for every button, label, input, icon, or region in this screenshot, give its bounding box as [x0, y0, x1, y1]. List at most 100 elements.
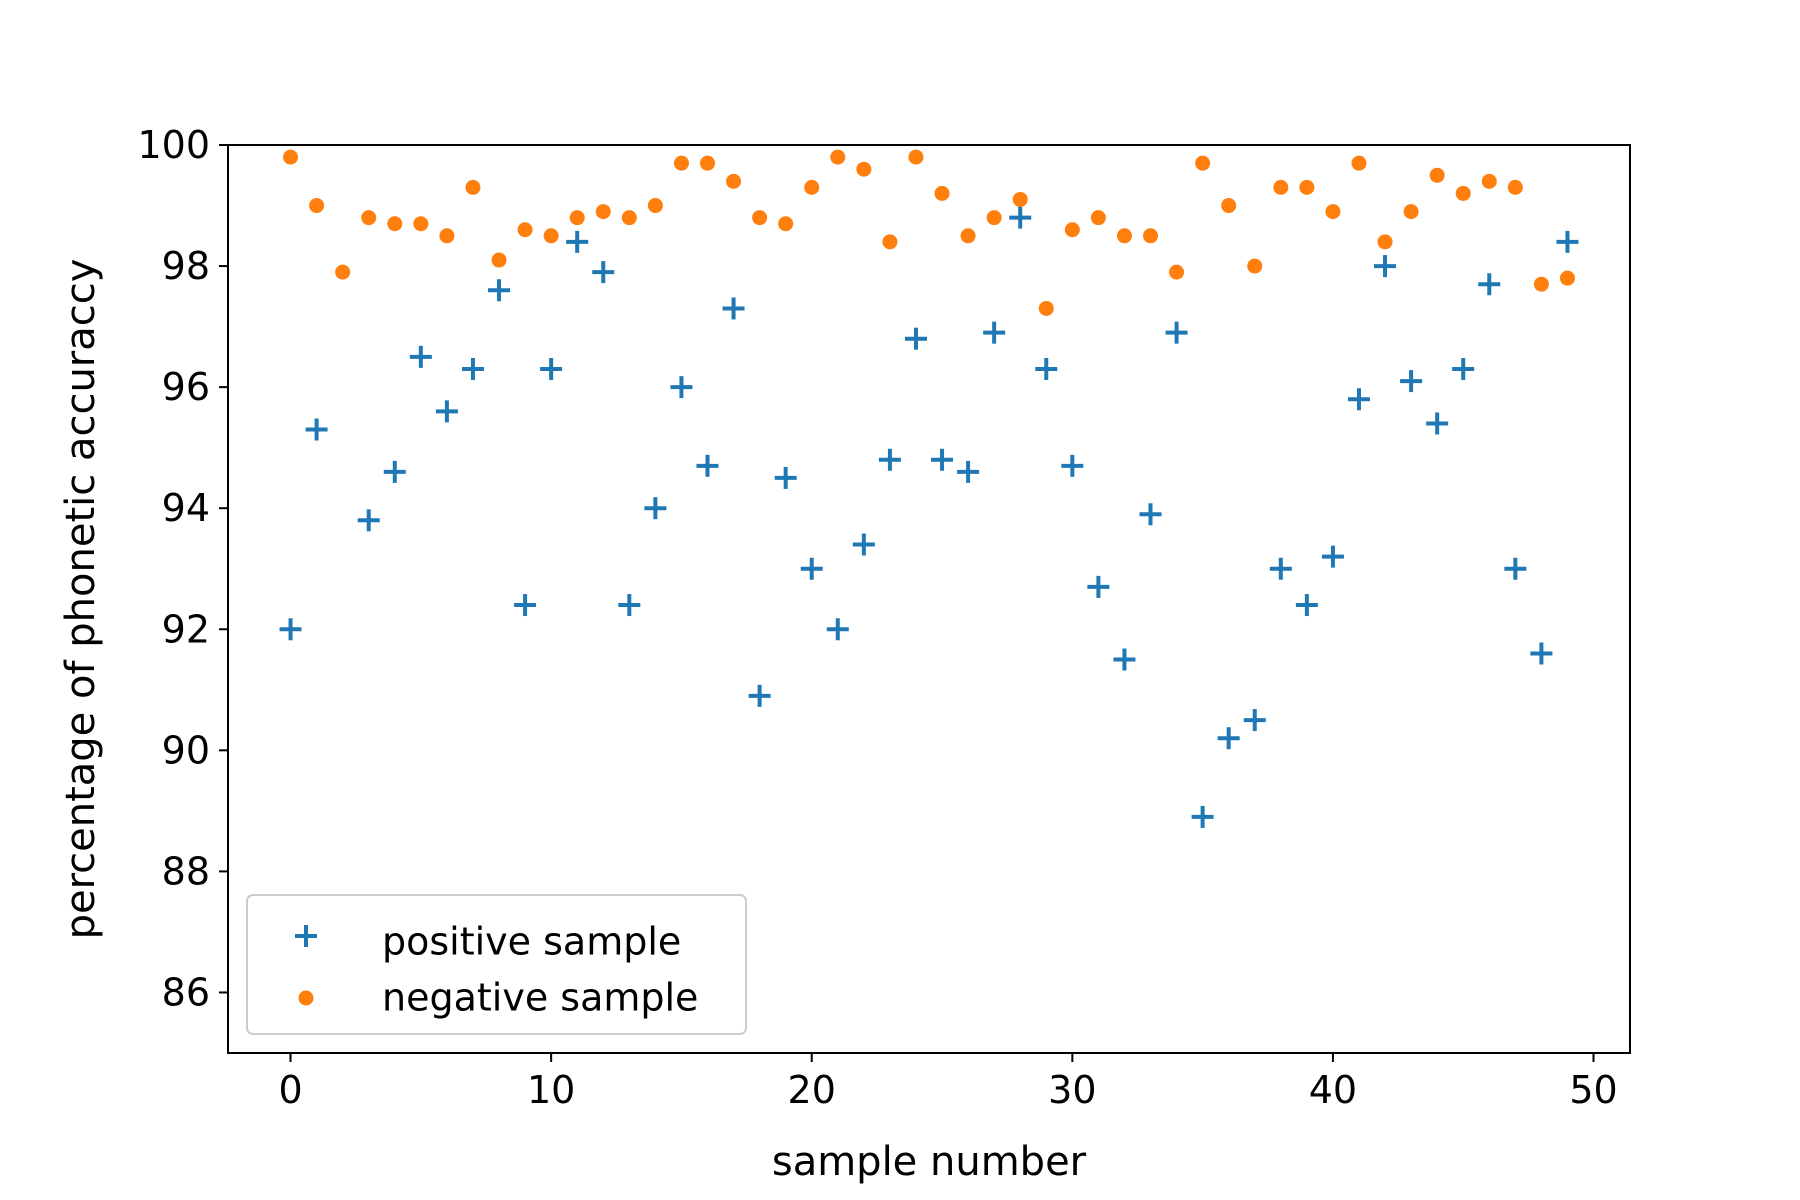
- positive-sample-point: [748, 684, 771, 707]
- negative-sample-point: [621, 210, 637, 226]
- positive-sample-point: [983, 321, 1006, 344]
- y-tick-label: 88: [162, 849, 210, 893]
- negative-sample-point: [361, 210, 377, 226]
- positive-sample-point: [931, 448, 954, 471]
- positive-sample-point: [279, 618, 302, 641]
- negative-sample-point: [465, 179, 481, 195]
- legend-label-positive: positive sample: [382, 920, 681, 964]
- positive-sample-point: [1504, 557, 1527, 580]
- positive-sample-point: [957, 460, 980, 483]
- positive-sample-point: [1087, 575, 1110, 598]
- negative-sample-point: [439, 228, 455, 244]
- negative-sample-point: [1351, 155, 1367, 171]
- positive-sample-point: [1400, 370, 1423, 393]
- positive-sample-point: [1009, 206, 1032, 229]
- positive-sample-point: [1321, 545, 1344, 568]
- negative-sample-point: [1221, 198, 1237, 214]
- legend-marker-dot: [298, 990, 314, 1006]
- y-tick-label: 86: [162, 970, 210, 1014]
- negative-sample-point: [1299, 179, 1315, 195]
- negative-sample-point: [856, 161, 872, 177]
- positive-sample-point: [1243, 709, 1266, 732]
- positive-sample-point: [409, 345, 432, 368]
- positive-sample-point: [774, 466, 797, 489]
- positive-sample-point: [383, 460, 406, 483]
- negative-sample-point: [595, 204, 611, 220]
- positive-sample-point: [670, 376, 693, 399]
- x-tick-label: 40: [1309, 1068, 1357, 1112]
- positive-sample-point: [826, 618, 849, 641]
- positive-sample-point: [1035, 357, 1058, 380]
- x-tick-label: 30: [1048, 1068, 1096, 1112]
- negative-sample-point: [1038, 300, 1054, 316]
- positive-sample-point: [878, 448, 901, 471]
- y-tick-label: 94: [162, 486, 210, 530]
- x-tick-label: 0: [278, 1068, 302, 1112]
- negative-sample-point: [1143, 228, 1159, 244]
- legend-label-negative: negative sample: [382, 976, 698, 1020]
- negative-sample-point: [1559, 270, 1575, 286]
- negative-sample-point: [1195, 155, 1211, 171]
- negative-sample-point: [335, 264, 351, 280]
- negative-sample-point: [283, 149, 299, 165]
- negative-sample-point: [1377, 234, 1393, 250]
- positive-sample-point: [1165, 321, 1188, 344]
- negative-sample-point: [882, 234, 898, 250]
- positive-sample-point: [644, 497, 667, 520]
- y-tick-label: 90: [162, 728, 210, 772]
- negative-sample-point: [934, 185, 950, 201]
- positive-sample-point: [722, 297, 745, 320]
- negative-sample-point: [699, 155, 715, 171]
- negative-sample-point: [1090, 210, 1106, 226]
- negative-sample-point: [491, 252, 507, 268]
- negative-sample-point: [726, 173, 742, 189]
- negative-sample-point: [986, 210, 1002, 226]
- positive-sample-point: [1139, 503, 1162, 526]
- positive-sample-point: [1452, 357, 1475, 380]
- positive-sample-point: [488, 279, 511, 302]
- legend-marker-plus: [295, 925, 317, 947]
- data-points: [279, 149, 1579, 828]
- positive-sample-point: [1556, 230, 1579, 253]
- positive-sample-point: [461, 357, 484, 380]
- negative-sample-point: [309, 198, 325, 214]
- x-tick-label: 10: [527, 1068, 575, 1112]
- negative-sample-point: [1403, 204, 1419, 220]
- positive-sample-point: [1426, 412, 1449, 435]
- negative-sample-point: [1247, 258, 1263, 274]
- negative-sample-point: [1064, 222, 1080, 238]
- negative-sample-point: [569, 210, 585, 226]
- negative-sample-point: [752, 210, 768, 226]
- positive-sample-point: [696, 454, 719, 477]
- y-axis: 86 88 90 92 94 96 98 100: [137, 123, 228, 1014]
- positive-sample-point: [357, 509, 380, 532]
- y-tick-label: 98: [162, 244, 210, 288]
- positive-sample-point: [1217, 727, 1240, 750]
- y-tick-label: 96: [162, 365, 210, 409]
- positive-sample-point: [852, 533, 875, 556]
- positive-sample-point: [1295, 594, 1318, 617]
- positive-sample-point: [1113, 648, 1136, 671]
- x-axis-label: sample number: [772, 1139, 1087, 1185]
- x-axis: 0 10 20 30 40 50: [278, 1053, 1618, 1112]
- negative-sample-point: [804, 179, 820, 195]
- negative-sample-point: [1481, 173, 1497, 189]
- negative-sample-point: [830, 149, 846, 165]
- negative-sample-point: [517, 222, 533, 238]
- positive-sample-point: [592, 261, 615, 284]
- positive-sample-point: [514, 594, 537, 617]
- positive-sample-point: [1374, 255, 1397, 278]
- negative-sample-point: [1116, 228, 1132, 244]
- positive-sample-point: [1347, 388, 1370, 411]
- positive-sample-point: [305, 418, 328, 441]
- positive-sample-point: [1530, 642, 1553, 665]
- negative-sample-point: [1507, 179, 1523, 195]
- plot-frame: [227, 144, 1631, 1054]
- y-axis-label: percentage of phonetic accuraccy: [58, 259, 104, 940]
- negative-sample-point: [778, 216, 794, 232]
- negative-sample-point: [1325, 204, 1341, 220]
- positive-sample-point: [1191, 805, 1214, 828]
- positive-sample-point: [540, 357, 563, 380]
- legend-dot-mark: [298, 990, 314, 1006]
